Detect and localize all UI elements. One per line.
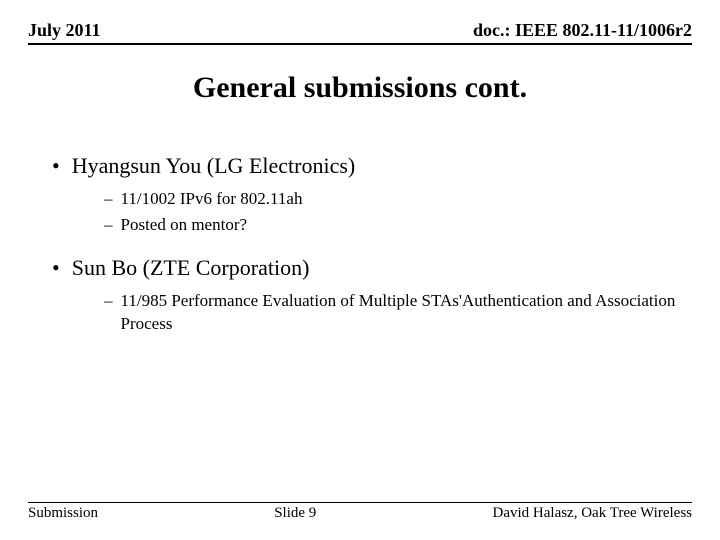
bullet-group: • Sun Bo (ZTE Corporation) – 11/985 Perf… [34, 255, 692, 337]
bullet-group: • Hyangsun You (LG Electronics) – 11/100… [34, 153, 692, 237]
bullet-level-1: • Sun Bo (ZTE Corporation) [52, 255, 692, 281]
bullet-dot-icon: • [52, 153, 60, 179]
footer-author: David Halasz, Oak Tree Wireless [493, 505, 693, 522]
bullet-text: Hyangsun You (LG Electronics) [72, 153, 356, 179]
footer: Submission Slide 9 David Halasz, Oak Tre… [28, 502, 692, 522]
sub-bullet-text: Posted on mentor? [121, 213, 681, 237]
footer-left: Submission [28, 505, 98, 522]
bullet-dash-icon: – [104, 213, 113, 237]
bullet-dot-icon: • [52, 255, 60, 281]
sub-bullet-text: 11/1002 IPv6 for 802.11ah [121, 187, 681, 211]
slide-page: July 2011 doc.: IEEE 802.11-11/1006r2 Ge… [0, 0, 720, 540]
bullet-level-2: – 11/985 Performance Evaluation of Multi… [104, 289, 692, 337]
bullet-dash-icon: – [104, 187, 113, 211]
sub-bullet-text: 11/985 Performance Evaluation of Multipl… [121, 289, 681, 337]
bullet-level-2: – 11/1002 IPv6 for 802.11ah [104, 187, 692, 211]
bullet-text: Sun Bo (ZTE Corporation) [72, 255, 310, 281]
header-doc-id: doc.: IEEE 802.11-11/1006r2 [473, 20, 692, 41]
bullet-level-1: • Hyangsun You (LG Electronics) [52, 153, 692, 179]
header-date: July 2011 [28, 20, 101, 41]
bullet-level-2: – Posted on mentor? [104, 213, 692, 237]
footer-slide-number: Slide 9 [274, 505, 316, 522]
header: July 2011 doc.: IEEE 802.11-11/1006r2 [28, 20, 692, 45]
content-area: • Hyangsun You (LG Electronics) – 11/100… [28, 153, 692, 502]
slide-title: General submissions cont. [28, 71, 692, 105]
bullet-dash-icon: – [104, 289, 113, 337]
